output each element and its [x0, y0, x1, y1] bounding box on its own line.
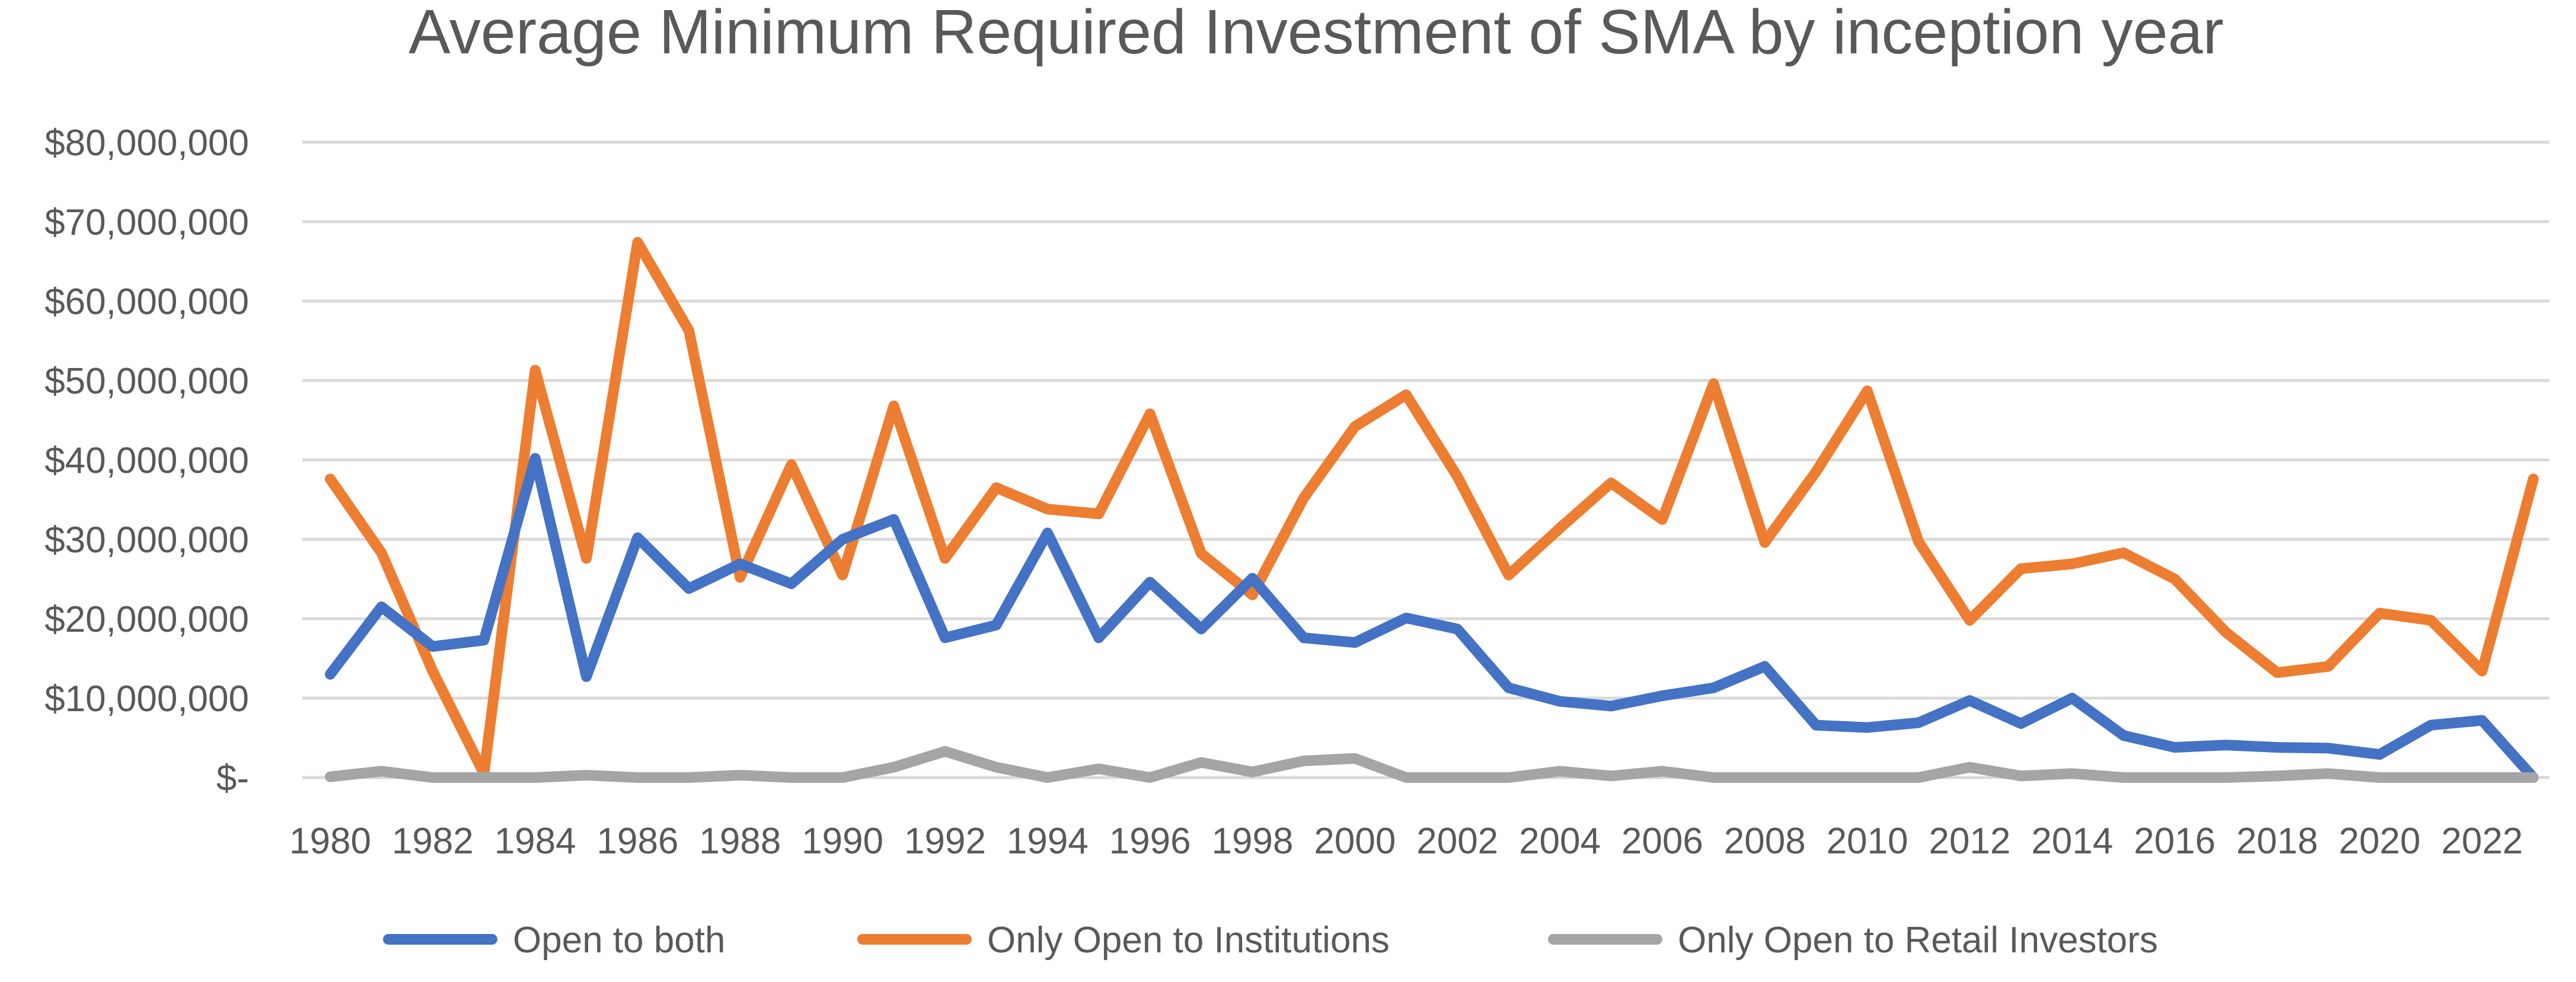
- y-tick-label: $70,000,000: [44, 202, 249, 243]
- x-tick-label: 2008: [1724, 821, 1806, 862]
- legend: Open to both Only Open to Institutions Onl…: [383, 920, 2158, 961]
- series-line-only-open-to-retail-investors: [325, 746, 2539, 783]
- y-tick-label: $10,000,000: [44, 679, 249, 719]
- y-tick-label: $50,000,000: [44, 361, 249, 402]
- x-tick-label: 1988: [699, 821, 781, 862]
- x-tick-label: 2018: [2236, 821, 2318, 862]
- x-tick-label: 1986: [597, 821, 679, 862]
- y-tick-label: $60,000,000: [44, 282, 249, 322]
- y-tick-label: $80,000,000: [44, 123, 249, 164]
- x-tick-label: 2016: [2134, 821, 2216, 862]
- x-tick-label: 1992: [904, 821, 986, 862]
- x-tick-label: 1980: [289, 821, 371, 862]
- y-tick-label: $30,000,000: [44, 520, 249, 561]
- x-tick-label: 1996: [1109, 821, 1191, 862]
- chart-title: Average Minimum Required Investment of S…: [408, 0, 2224, 67]
- legend-label: Open to both: [513, 920, 726, 961]
- y-axis: $- $10,000,000 $20,000,000 $30,000,000 $40,0…: [44, 123, 249, 799]
- x-tick-label: 2022: [2441, 821, 2523, 862]
- legend-label: Only Open to Institutions: [987, 920, 1390, 961]
- x-tick-label: 2010: [1827, 821, 1908, 862]
- legend-label: Only Open to Retail Investors: [1678, 920, 2158, 961]
- y-tick-label: $-: [216, 758, 249, 799]
- x-tick-label: 2006: [1621, 821, 1703, 862]
- series-line-only-open-to-institutions: [325, 236, 2539, 779]
- x-tick-label: 2020: [2339, 821, 2421, 862]
- x-tick-label: 2000: [1314, 821, 1396, 862]
- x-axis: 1980 1982 1984 1986 1988 1990 1992 1994 1996 1998…: [289, 821, 2523, 862]
- x-tick-label: 1998: [1212, 821, 1294, 862]
- x-tick-label: 2012: [1929, 821, 2010, 862]
- x-tick-label: 2014: [2031, 821, 2113, 862]
- y-tick-label: $40,000,000: [44, 440, 249, 481]
- x-tick-label: 2002: [1416, 821, 1498, 862]
- x-tick-label: 1984: [494, 821, 576, 862]
- x-tick-label: 1994: [1007, 821, 1089, 862]
- x-tick-label: 1982: [392, 821, 474, 862]
- series-line-open-to-both: [325, 453, 2539, 783]
- x-tick-label: 1990: [802, 821, 883, 862]
- series-lines: [325, 236, 2539, 783]
- x-tick-label: 2004: [1519, 821, 1601, 862]
- y-tick-label: $20,000,000: [44, 599, 249, 640]
